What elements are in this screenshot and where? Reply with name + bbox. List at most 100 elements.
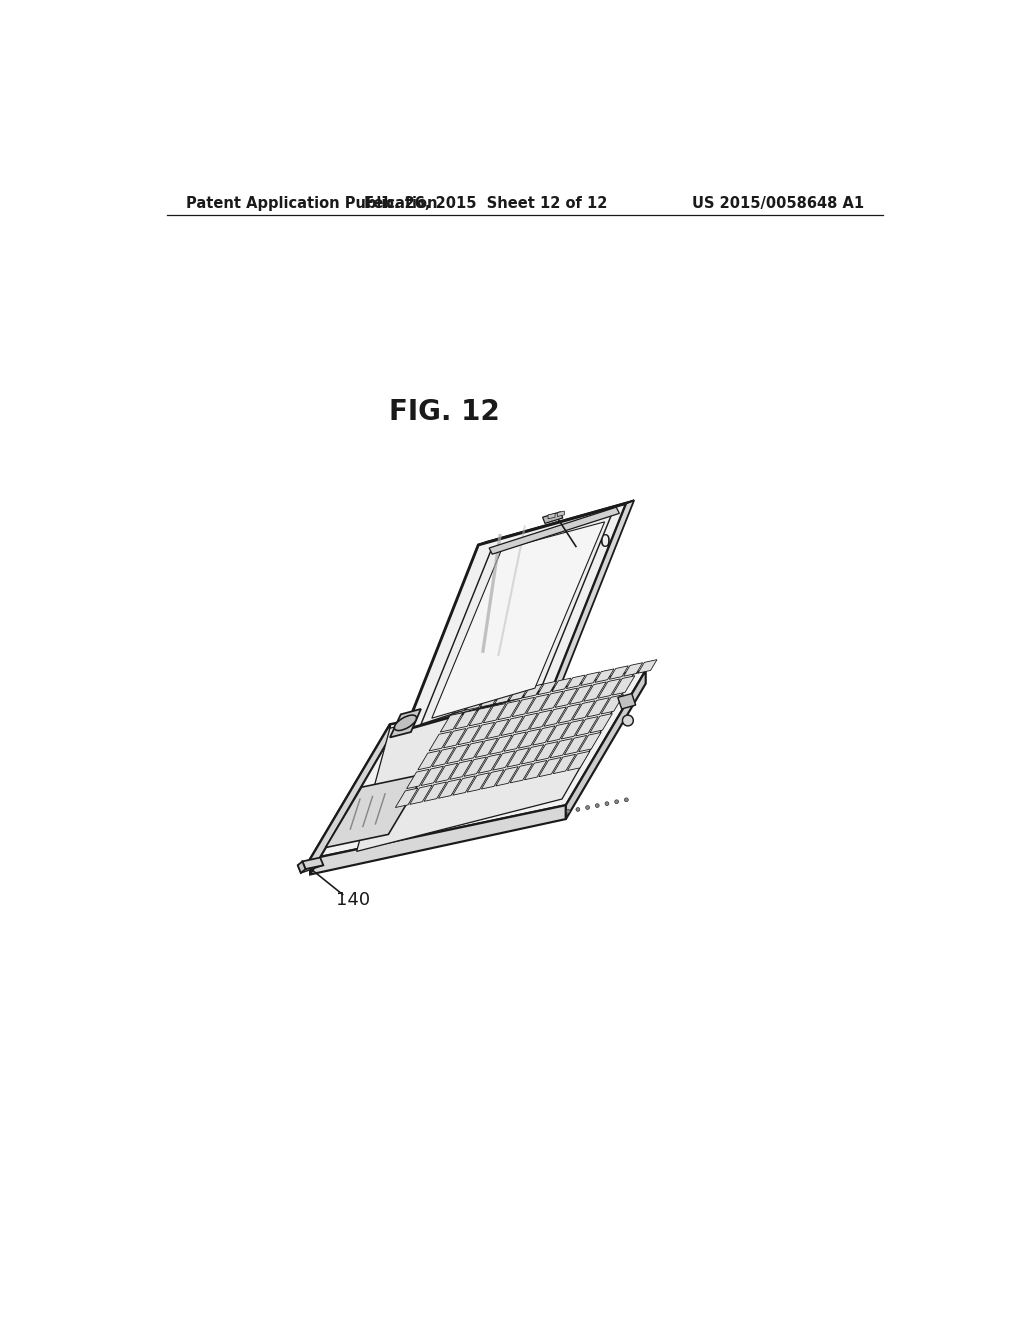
Polygon shape bbox=[407, 770, 429, 788]
Text: Feb. 26, 2015  Sheet 12 of 12: Feb. 26, 2015 Sheet 12 of 12 bbox=[365, 195, 607, 211]
Text: 900: 900 bbox=[578, 533, 611, 550]
Polygon shape bbox=[584, 682, 606, 701]
Polygon shape bbox=[515, 713, 538, 733]
Polygon shape bbox=[455, 710, 477, 729]
Polygon shape bbox=[443, 729, 466, 748]
Polygon shape bbox=[486, 719, 509, 739]
Polygon shape bbox=[555, 688, 578, 708]
Polygon shape bbox=[624, 663, 643, 676]
Polygon shape bbox=[553, 754, 575, 774]
Polygon shape bbox=[424, 781, 446, 801]
Circle shape bbox=[566, 809, 570, 813]
Polygon shape bbox=[536, 742, 558, 760]
Polygon shape bbox=[575, 717, 598, 737]
Polygon shape bbox=[541, 692, 563, 710]
Polygon shape bbox=[601, 694, 624, 714]
Polygon shape bbox=[469, 706, 492, 726]
Polygon shape bbox=[464, 756, 486, 776]
Polygon shape bbox=[507, 747, 529, 767]
Polygon shape bbox=[480, 693, 500, 708]
Polygon shape bbox=[310, 725, 390, 874]
Polygon shape bbox=[557, 511, 564, 516]
Polygon shape bbox=[598, 678, 621, 698]
Polygon shape bbox=[581, 672, 600, 685]
Polygon shape bbox=[617, 693, 636, 709]
Polygon shape bbox=[609, 665, 629, 680]
Polygon shape bbox=[450, 760, 472, 779]
Polygon shape bbox=[298, 862, 305, 873]
Polygon shape bbox=[539, 758, 561, 776]
Polygon shape bbox=[472, 722, 495, 742]
Polygon shape bbox=[521, 744, 544, 764]
Polygon shape bbox=[509, 688, 528, 701]
Polygon shape bbox=[298, 859, 324, 873]
Polygon shape bbox=[478, 500, 634, 545]
Polygon shape bbox=[418, 751, 440, 770]
Polygon shape bbox=[440, 713, 463, 733]
Polygon shape bbox=[429, 731, 452, 751]
Polygon shape bbox=[510, 763, 532, 783]
Polygon shape bbox=[553, 500, 634, 688]
Polygon shape bbox=[481, 770, 504, 789]
Text: US 2015/0058648 A1: US 2015/0058648 A1 bbox=[692, 195, 864, 211]
Polygon shape bbox=[544, 708, 566, 726]
Polygon shape bbox=[438, 779, 461, 799]
Polygon shape bbox=[558, 704, 581, 723]
Polygon shape bbox=[390, 709, 421, 738]
Polygon shape bbox=[579, 733, 601, 751]
Polygon shape bbox=[432, 747, 455, 767]
Polygon shape bbox=[310, 805, 566, 874]
Polygon shape bbox=[501, 717, 523, 735]
Polygon shape bbox=[523, 684, 543, 698]
Polygon shape bbox=[612, 676, 635, 696]
Polygon shape bbox=[452, 700, 471, 713]
Polygon shape bbox=[446, 744, 469, 763]
Circle shape bbox=[575, 808, 580, 812]
Circle shape bbox=[614, 800, 618, 804]
Polygon shape bbox=[395, 788, 418, 808]
Polygon shape bbox=[532, 726, 555, 744]
Polygon shape bbox=[475, 738, 498, 758]
Polygon shape bbox=[524, 760, 547, 780]
Polygon shape bbox=[421, 512, 612, 725]
Circle shape bbox=[605, 801, 609, 805]
Polygon shape bbox=[587, 698, 609, 717]
Polygon shape bbox=[466, 697, 485, 710]
Polygon shape bbox=[512, 697, 535, 717]
Polygon shape bbox=[453, 776, 475, 795]
Polygon shape bbox=[489, 735, 512, 755]
Polygon shape bbox=[496, 767, 518, 785]
Polygon shape bbox=[518, 729, 541, 748]
Polygon shape bbox=[547, 723, 569, 742]
Polygon shape bbox=[572, 701, 595, 721]
Polygon shape bbox=[538, 681, 557, 694]
Circle shape bbox=[595, 804, 599, 808]
Ellipse shape bbox=[394, 715, 417, 730]
Polygon shape bbox=[421, 766, 443, 785]
Polygon shape bbox=[435, 763, 458, 783]
Polygon shape bbox=[638, 660, 657, 673]
Polygon shape bbox=[489, 507, 620, 554]
Polygon shape bbox=[498, 701, 520, 719]
Polygon shape bbox=[461, 742, 483, 760]
Text: Patent Application Publication: Patent Application Publication bbox=[186, 195, 437, 211]
Polygon shape bbox=[548, 513, 555, 519]
Polygon shape bbox=[356, 671, 636, 851]
Polygon shape bbox=[569, 685, 592, 705]
Polygon shape bbox=[590, 714, 612, 733]
Polygon shape bbox=[458, 726, 480, 744]
Polygon shape bbox=[406, 503, 627, 730]
Polygon shape bbox=[432, 521, 604, 718]
Text: 140: 140 bbox=[336, 891, 370, 909]
Polygon shape bbox=[310, 671, 646, 859]
Polygon shape bbox=[483, 704, 506, 723]
Polygon shape bbox=[504, 733, 526, 751]
Polygon shape bbox=[302, 858, 324, 869]
Polygon shape bbox=[478, 754, 501, 774]
Polygon shape bbox=[564, 735, 587, 755]
Polygon shape bbox=[495, 690, 514, 704]
Polygon shape bbox=[567, 751, 590, 771]
Polygon shape bbox=[493, 751, 515, 770]
Polygon shape bbox=[410, 785, 432, 804]
Polygon shape bbox=[552, 678, 571, 692]
